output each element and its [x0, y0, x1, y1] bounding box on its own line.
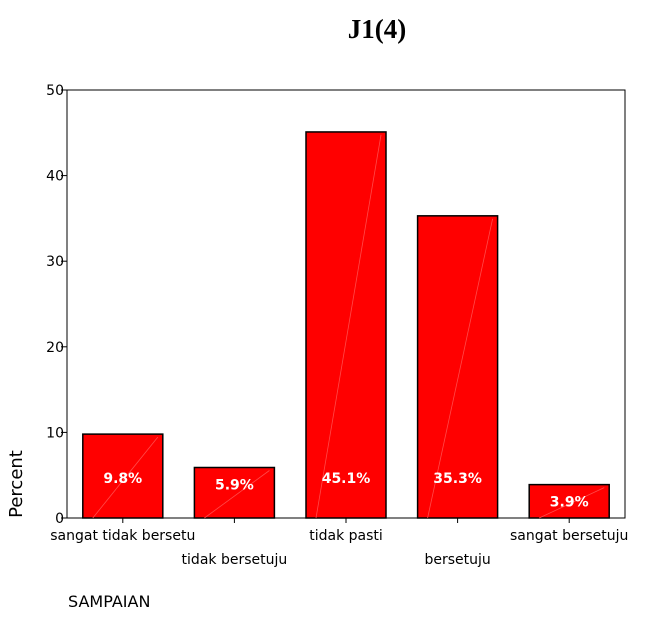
y-tick-label: 40	[46, 169, 64, 185]
data-labels: 9.8% 5.9% 45.1% 35.3% 3.9%	[103, 471, 588, 511]
category-label: tidak pasti	[309, 528, 383, 544]
category-label: bersetuju	[424, 552, 490, 568]
data-label: 3.9%	[550, 495, 589, 511]
bar-shading	[92, 436, 159, 519]
y-tick-label: 50	[46, 83, 64, 99]
category-label: sangat bersetuju	[510, 528, 628, 544]
data-label: 5.9%	[215, 477, 254, 493]
bar	[193, 466, 276, 519]
bar-shading	[539, 487, 605, 519]
bars	[82, 131, 610, 519]
bar-shading	[315, 134, 382, 519]
data-label: 9.8%	[103, 471, 142, 487]
bar	[528, 483, 610, 519]
category-label: sangat tidak bersetu	[50, 528, 195, 544]
y-tick-label: 0	[55, 511, 64, 527]
data-label: 45.1%	[322, 471, 371, 487]
y-axis: 0 10 20 30 40 50	[46, 83, 67, 527]
bar	[416, 215, 499, 519]
bar-shading	[427, 218, 493, 519]
y-tick-label: 30	[46, 254, 64, 270]
bar	[305, 131, 387, 519]
y-axis-label: Percent	[6, 450, 27, 518]
x-axis-label: SAMPAIAN	[68, 592, 150, 611]
y-tick-label: 20	[46, 340, 64, 356]
y-tick-label: 10	[46, 425, 64, 441]
data-label: 35.3%	[433, 471, 482, 487]
chart-title: J1(4)	[348, 14, 406, 44]
bar-shading	[204, 470, 270, 519]
x-axis: sangat tidak bersetu tidak bersetuju tidak…	[50, 518, 628, 568]
category-label: tidak bersetuju	[182, 552, 288, 568]
